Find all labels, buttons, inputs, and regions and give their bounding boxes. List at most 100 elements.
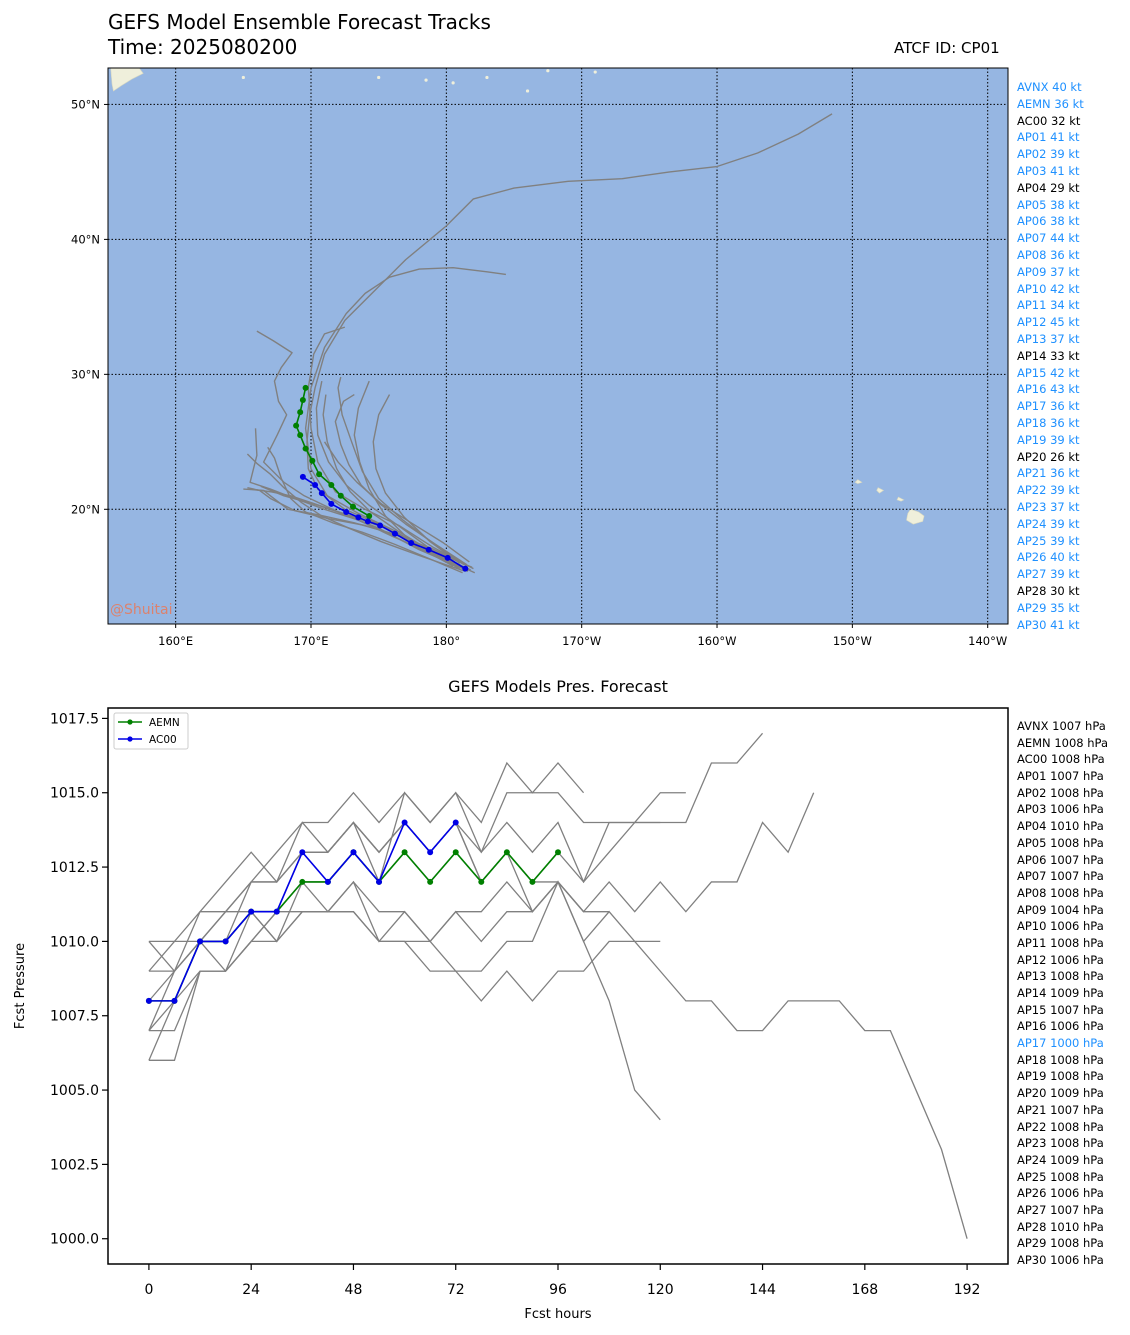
land-maui xyxy=(896,496,905,502)
ensemble-track xyxy=(304,267,506,568)
wind-legend-entry: AP01 41 kt xyxy=(1017,130,1080,145)
pressure-legend-entry: AP07 1007 hPa xyxy=(1017,869,1104,884)
islet xyxy=(593,70,597,74)
pressure-point-ac00 xyxy=(197,938,204,945)
pressure-x-axis-label: Fcst hours xyxy=(524,1307,591,1322)
map-x-tick-label: 150°W xyxy=(833,634,872,648)
track-point-aemn xyxy=(328,482,335,488)
track-point-ac00 xyxy=(312,482,319,488)
wind-legend-entry: AP19 39 kt xyxy=(1017,432,1080,447)
pressure-y-tick-label: 1015.0 xyxy=(50,786,99,802)
track-point-aemn xyxy=(302,445,309,452)
wind-legend-entry: AVNX 40 kt xyxy=(1017,80,1082,94)
pressure-legend-entry: AP11 1008 hPa xyxy=(1017,935,1104,950)
land-kamchatka xyxy=(110,68,144,92)
pressure-legend-entry: AVNX 1007 hPa xyxy=(1017,719,1106,733)
wind-legend-entry: AP20 26 kt xyxy=(1017,449,1080,464)
wind-legend-entry: AP18 36 kt xyxy=(1017,415,1080,430)
pressure-x-tick-label: 72 xyxy=(447,1282,465,1298)
ensemble-track xyxy=(243,488,469,567)
pressure-point-aemn xyxy=(427,878,434,885)
pressure-legend-entry: AP08 1008 hPa xyxy=(1017,885,1104,900)
pressure-legend-entry: AP12 1006 hPa xyxy=(1017,952,1104,967)
pressure-point-ac00 xyxy=(299,849,306,856)
wind-legend-entry: AP26 40 kt xyxy=(1017,550,1080,565)
pressure-chart: GEFS Models Pres. Forecast 0 24 48 72 96 120 1… xyxy=(13,677,1009,1322)
pressure-point-ac00 xyxy=(350,849,357,856)
wind-legend-entry: AP05 38 kt xyxy=(1017,197,1080,212)
track-point-ac00 xyxy=(425,546,432,553)
track-point-ac00 xyxy=(299,473,306,480)
legend-marker-ac00 xyxy=(127,736,133,742)
pressure-y-tick-label: 1012.5 xyxy=(50,860,99,876)
pressure-point-ac00 xyxy=(171,997,178,1004)
pressure-legend-entry: AC00 1008 hPa xyxy=(1017,752,1105,767)
islet xyxy=(485,75,489,80)
islet xyxy=(546,69,550,73)
pressure-legend-entry: AP17 1000 hPa xyxy=(1017,1036,1104,1051)
ensemble-pressure-line xyxy=(148,880,661,1121)
pressure-legend-entry: AP09 1004 hPa xyxy=(1017,902,1104,917)
wind-legend-entry: AP10 42 kt xyxy=(1017,281,1080,296)
ensemble-pressure-line xyxy=(148,880,661,973)
pressure-y-tick-label: 1002.5 xyxy=(50,1157,99,1173)
pressure-point-ac00 xyxy=(324,878,331,885)
ensemble-track xyxy=(334,393,468,566)
pressure-legend-entry: AP23 1008 hPa xyxy=(1017,1136,1104,1151)
pressure-point-ac00 xyxy=(401,819,408,826)
pressure-point-aemn xyxy=(503,849,510,856)
pressure-legend-entry: AP21 1007 hPa xyxy=(1017,1102,1104,1117)
wind-legend-entry: AP14 33 kt xyxy=(1017,348,1080,363)
wind-legend-entry: AP11 34 kt xyxy=(1017,298,1080,313)
pressure-legend-entry: AP01 1007 hPa xyxy=(1017,769,1104,784)
wind-legend-entry: AP03 41 kt xyxy=(1017,163,1080,178)
track-point-ac00 xyxy=(355,514,362,521)
land-kauai xyxy=(854,479,863,484)
pressure-x-tick-label: 24 xyxy=(242,1282,260,1298)
wind-legend-entry: AP24 39 kt xyxy=(1017,516,1080,531)
track-point-ac00 xyxy=(364,518,371,525)
pressure-legend-entry: AP18 1008 hPa xyxy=(1017,1052,1104,1067)
figure-title: GEFS Model Ensemble Forecast Tracks xyxy=(108,10,491,34)
ensemble-pressure-line xyxy=(148,880,585,1032)
wind-legend-entry: AP04 29 kt xyxy=(1017,180,1080,195)
pressure-legend-entry: AP06 1007 hPa xyxy=(1017,852,1104,867)
track-point-aemn xyxy=(302,384,309,391)
pressure-series-legend: AEMN AC00 xyxy=(113,712,189,750)
track-point-ac00 xyxy=(408,540,415,547)
track-point-aemn xyxy=(299,396,306,403)
pressure-legend-entry: AP30 1006 hPa xyxy=(1017,1253,1104,1267)
pressure-line-aemn xyxy=(148,850,559,1002)
wind-legend-entry: AP29 35 kt xyxy=(1017,600,1080,615)
init-time-label: Time: 2025080200 xyxy=(108,35,298,59)
pressure-x-tick-label: 96 xyxy=(549,1282,567,1298)
pressure-point-aemn xyxy=(529,878,536,885)
credit-watermark: @Shuitai xyxy=(110,602,173,618)
pressure-legend-entry: AP14 1009 hPa xyxy=(1017,986,1104,1000)
wind-legend-entry: AP23 37 kt xyxy=(1017,499,1080,514)
pressure-legend-entry: AP26 1006 hPa xyxy=(1017,1186,1104,1201)
wind-legend-entry: AP17 36 kt xyxy=(1017,399,1080,414)
wind-legend-entry: AP12 45 kt xyxy=(1017,315,1080,330)
track-point-aemn xyxy=(297,409,304,416)
wind-legend-entry: AP02 39 kt xyxy=(1017,147,1080,162)
ensemble-pressure-line xyxy=(148,792,815,1061)
pressure-legend-entry: AP04 1010 hPa xyxy=(1017,819,1104,834)
wind-legend-entry: AC00 32 kt xyxy=(1017,113,1081,128)
islet xyxy=(424,78,428,82)
pressure-y-tick-label: 1007.5 xyxy=(50,1009,99,1025)
pressure-x-tick-label: 144 xyxy=(749,1282,776,1298)
map-y-tick-label: 30°N xyxy=(71,367,100,381)
pressure-x-tick-label: 192 xyxy=(954,1282,981,1298)
pressure-point-ac00 xyxy=(222,938,229,945)
atcf-id-label: ATCF ID: CP01 xyxy=(894,39,1000,57)
pressure-legend-entry: AP05 1008 hPa xyxy=(1017,835,1104,850)
islet xyxy=(377,75,381,80)
track-point-aemn xyxy=(366,513,373,520)
pressure-point-ac00 xyxy=(145,997,152,1004)
ensemble-track xyxy=(246,453,466,573)
ensemble-pressure-line xyxy=(148,911,968,1239)
pressure-legend-entry: AP03 1006 hPa xyxy=(1017,802,1104,817)
track-point-ac00 xyxy=(328,500,335,507)
track-point-ac00 xyxy=(377,522,384,529)
